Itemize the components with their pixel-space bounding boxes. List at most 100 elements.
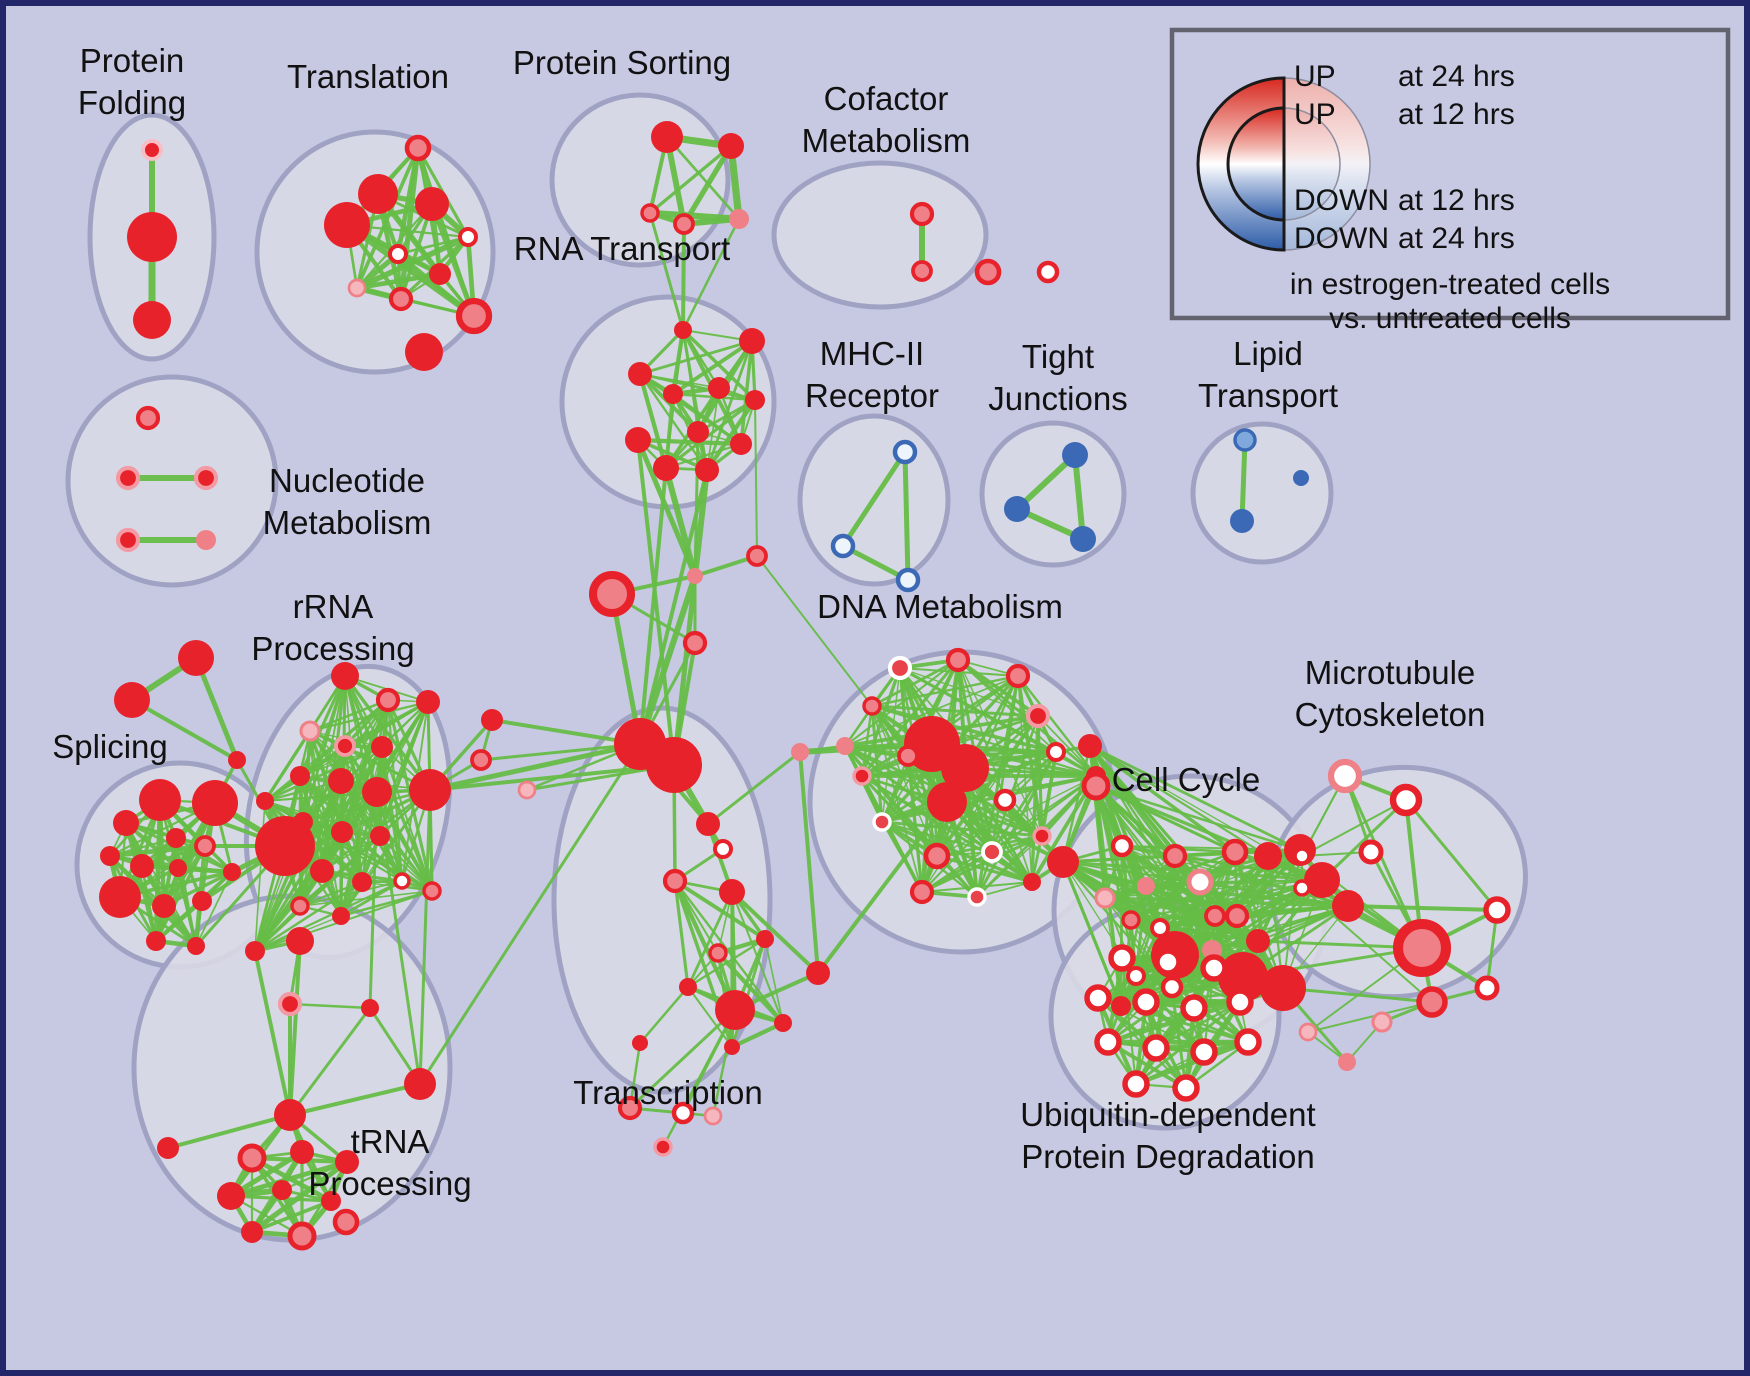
network-node-6 [415,187,449,221]
network-edge [1072,452,1086,542]
network-node-49 [169,859,187,877]
network-edge [975,750,1058,899]
network-node-48 [130,854,154,878]
network-edge [935,854,1034,884]
network-edge [298,880,364,908]
network-node-45 [113,810,139,836]
network-edge [648,211,685,332]
network-node-88 [321,1191,341,1211]
cluster-ellipse-lipid-transport [1190,421,1334,565]
network-node-118 [941,744,989,792]
network-edge [479,742,642,762]
network-node-137 [1162,843,1188,869]
network-node-69 [293,812,313,832]
network-node-135 [1137,877,1155,895]
network-node-17 [673,213,695,235]
network-edge [637,573,698,747]
network-node-36 [646,737,702,793]
network-edge [1256,854,1270,943]
network-edge [253,869,324,953]
network-node-23 [708,377,730,399]
network-node-55 [187,937,205,955]
network-node-54 [146,931,166,951]
network-node-189 [1004,496,1030,522]
network-edge [870,704,1098,778]
legend-row-time-0: at 24 hrs [1398,60,1515,93]
cluster-label-protein-sorting: Protein Sorting [513,44,731,81]
network-edge [1014,452,1078,512]
network-edge [1301,799,1407,857]
network-node-123 [923,842,951,870]
network-node-31 [687,568,703,584]
legend-row-label-3: DOWN [1294,222,1389,255]
network-edge [686,985,734,1049]
legend-glyph-half [1226,106,1286,222]
network-edge [124,821,158,943]
network-node-147 [1224,903,1250,929]
network-node-139 [1204,905,1226,927]
network-edge [253,830,344,953]
legend-box [1169,27,1731,321]
network-edge [906,754,924,894]
network-node-95 [713,839,733,859]
cluster-ellipse-cofactor-metabolism [771,160,989,310]
network-edge [673,879,767,941]
network-node-9 [429,263,451,285]
network-node-74 [393,872,411,890]
network-node-10 [347,278,367,298]
network-edge [880,820,1044,838]
network-node-116 [852,766,872,786]
network-node-5 [324,202,370,248]
network-node-15 [718,133,744,159]
network-edge [754,399,758,557]
network-edge [665,135,741,221]
network-node-158 [1358,839,1384,865]
network-node-22 [663,384,683,404]
network-node-92 [404,1068,436,1100]
network-edge [153,797,163,944]
network-node-14 [651,121,683,153]
network-node-150 [1260,965,1306,1011]
network-edge [309,730,342,917]
network-node-7 [458,227,478,247]
network-edge [264,800,381,837]
network-edge [1158,854,1177,930]
network-edge [636,438,676,767]
cluster-label-splicing: Splicing [52,728,168,765]
network-edge [906,754,1034,884]
network-edge [638,339,754,376]
cluster-label-translation: Translation [287,58,449,95]
network-edge [729,1020,786,1050]
network-node-73 [352,872,372,892]
network-node-75 [422,881,442,901]
network-edge [638,372,757,402]
network-node-77 [332,907,350,925]
network-node-53 [223,863,241,881]
network-node-78 [286,927,314,955]
network-node-190 [1070,526,1096,552]
network-node-2 [133,301,171,339]
network-edge [1210,904,1350,952]
network-edge [764,938,784,1024]
network-edge [635,437,744,447]
network-edge [1133,1039,1251,1087]
network-node-120 [1046,742,1066,762]
network-node-104 [806,961,830,985]
network-edge [906,754,979,899]
network-node-86 [217,1182,245,1210]
network-node-195 [115,465,141,491]
network-node-197 [115,527,141,553]
network-node-125 [1032,826,1052,846]
network-edge [263,779,343,803]
cluster-label-rna-transport: RNA Transport [514,230,730,267]
network-edge [301,788,432,824]
network-node-152 [1160,975,1184,999]
network-edge [638,468,709,746]
network-node-193 [1293,470,1309,486]
network-node-113 [862,696,882,716]
cluster-label-cell-cycle: Cell Cycle [1112,761,1261,798]
network-node-146 [1332,890,1364,922]
network-node-161 [1392,918,1452,978]
